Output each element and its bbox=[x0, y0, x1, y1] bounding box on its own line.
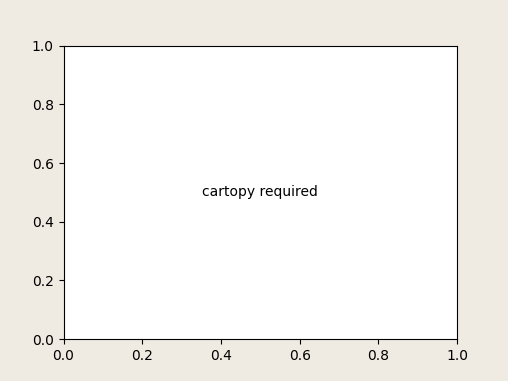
Text: cartopy required: cartopy required bbox=[202, 186, 319, 199]
